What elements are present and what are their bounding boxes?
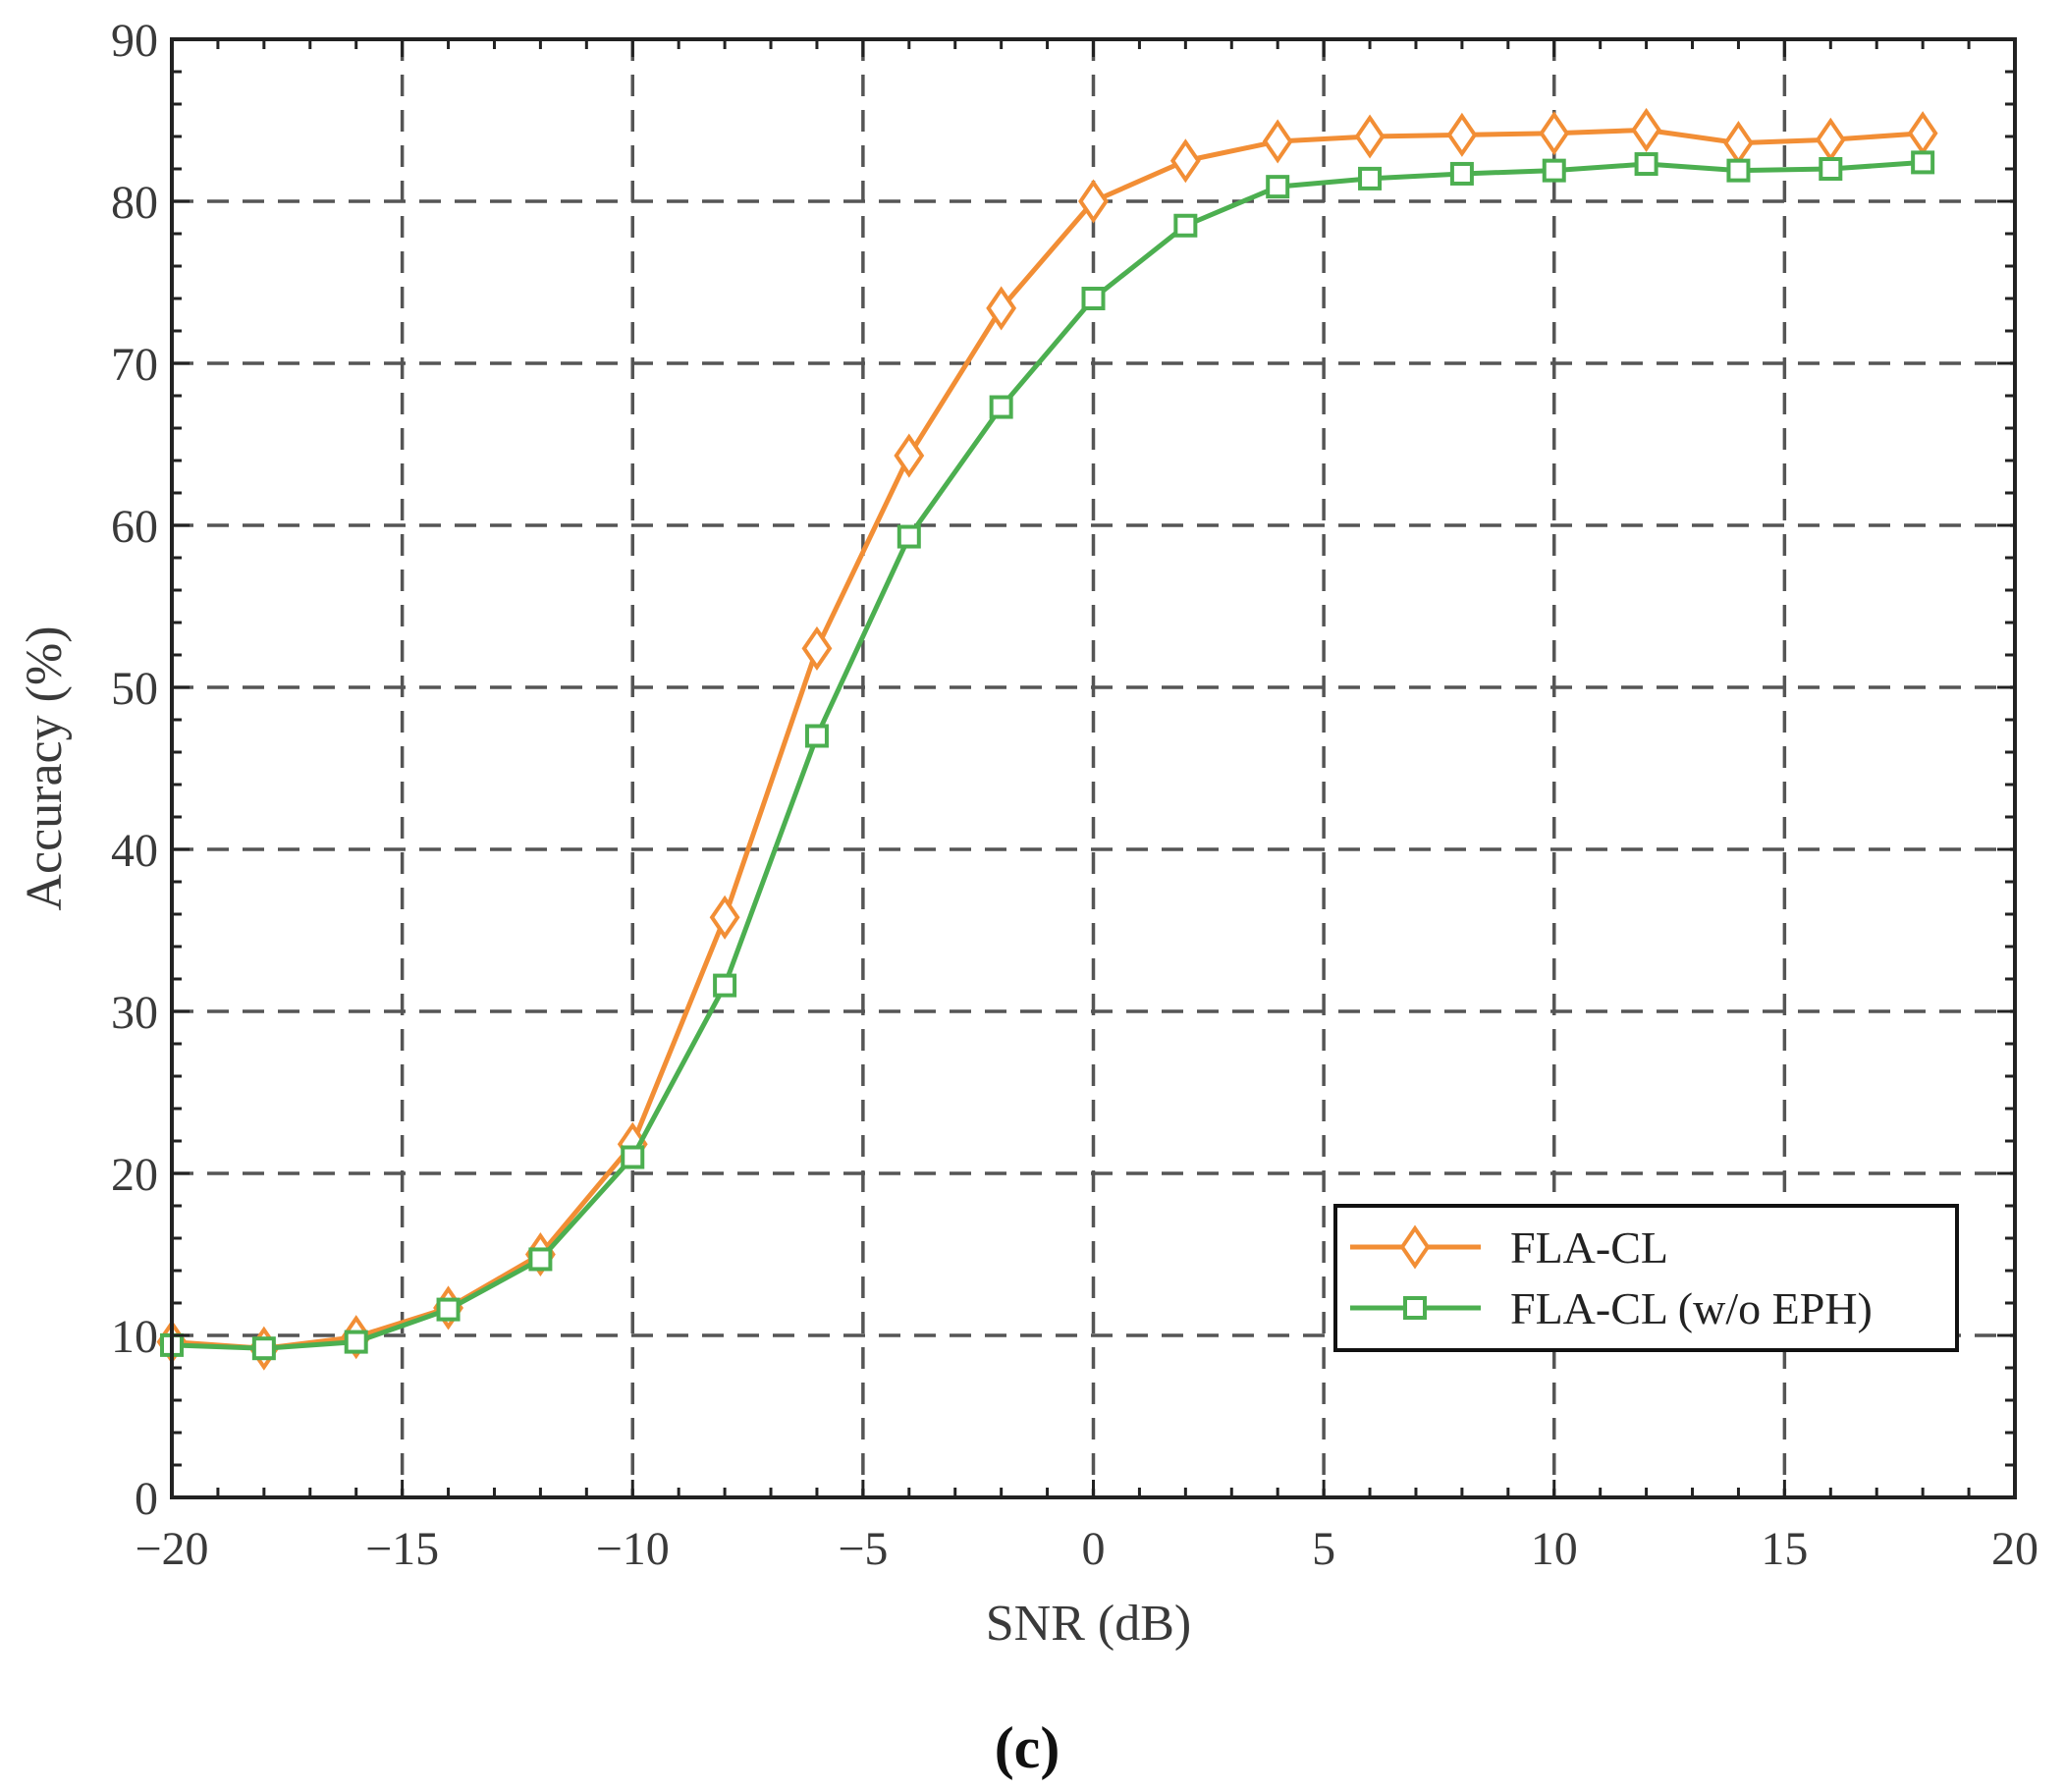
data-point: [897, 524, 921, 549]
series-line: [171, 159, 1924, 1351]
legend-marker: [1399, 1224, 1431, 1270]
panel-label: (c): [995, 1715, 1060, 1780]
data-point: [1081, 287, 1106, 310]
legend: FLA-CL FLA-CL (w/o EPH): [1333, 1204, 1959, 1352]
series-1: [156, 107, 1938, 1371]
data-point: [1449, 161, 1474, 186]
data-point: [1542, 158, 1566, 183]
x-tick-label: 5: [1312, 1523, 1335, 1575]
data-point: [804, 724, 829, 748]
data-point: [251, 1336, 276, 1361]
y-tick-label: 50: [111, 663, 158, 715]
data-point: [1266, 175, 1290, 199]
x-tick-label: 0: [1082, 1523, 1106, 1575]
y-tick-label: 90: [111, 15, 158, 67]
x-axis-title: SNR (dB): [986, 1596, 1191, 1652]
x-tick-label: −20: [135, 1523, 208, 1575]
x-tick-label: 10: [1531, 1523, 1578, 1575]
data-point: [1354, 114, 1386, 159]
y-tick-label: 40: [111, 825, 158, 877]
data-point: [1726, 158, 1751, 183]
data-point: [1173, 213, 1198, 238]
data-point: [1539, 111, 1570, 156]
legend-label: FLA-CL: [1510, 1222, 1668, 1273]
data-point: [1358, 166, 1383, 190]
data-point: [436, 1297, 461, 1322]
data-point: [1907, 111, 1938, 156]
data-point: [1815, 117, 1846, 162]
data-point: [1634, 152, 1658, 177]
data-point: [709, 895, 740, 940]
x-tick-label: 15: [1761, 1523, 1808, 1575]
data-point: [621, 1145, 645, 1169]
y-tick-label: 70: [111, 339, 158, 391]
x-tick-label: −5: [838, 1523, 888, 1575]
data-point: [713, 973, 737, 998]
legend-box: [1333, 1204, 1959, 1352]
x-tick-label: −15: [365, 1523, 439, 1575]
data-point: [344, 1330, 368, 1354]
y-tick-label: 10: [111, 1311, 158, 1363]
y-tick-labels: 0 10 20 30 40 50 60 70 80 90: [111, 15, 158, 1525]
legend-label: FLA-CL (w/o EPH): [1510, 1283, 1873, 1333]
data-point: [1446, 112, 1478, 157]
data-point: [986, 286, 1017, 331]
series-line: [171, 127, 1924, 1351]
y-axis-title: Accuracy (%): [17, 625, 73, 910]
x-tick-label: −10: [596, 1523, 670, 1575]
y-tick-label: 60: [111, 501, 158, 553]
legend-item: FLA-CL (w/o EPH): [1350, 1283, 1873, 1333]
data-point: [1262, 119, 1293, 164]
y-tick-label: 30: [111, 987, 158, 1039]
data-point: [1631, 107, 1662, 152]
data-point: [989, 395, 1013, 419]
data-point: [528, 1247, 553, 1272]
y-tick-label: 20: [111, 1149, 158, 1201]
legend-marker: [1403, 1296, 1427, 1320]
data-point: [1723, 121, 1754, 166]
x-tick-label: 20: [1991, 1523, 2038, 1575]
data-point: [1169, 138, 1201, 184]
legend-item: FLA-CL: [1350, 1222, 1668, 1273]
series-2: [160, 150, 1935, 1361]
series-lines: [156, 107, 1938, 1371]
data-point: [1911, 150, 1935, 175]
data-point: [1078, 179, 1109, 224]
x-tick-labels: −20 −15 −10 −5 0 5 10 15 20: [135, 1523, 2038, 1575]
y-tick-label: 80: [111, 177, 158, 229]
data-point: [801, 625, 833, 671]
data-point: [894, 433, 925, 478]
data-point: [1819, 157, 1843, 181]
axis-ticks: [170, 37, 2017, 1499]
y-tick-label: 0: [135, 1473, 158, 1525]
